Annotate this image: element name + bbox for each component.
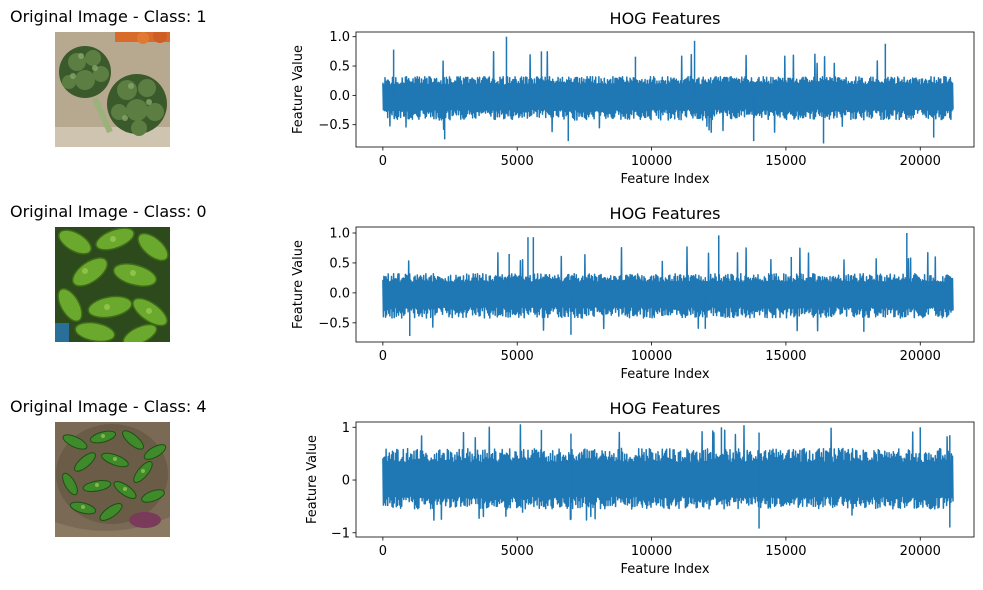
x-tick-label: 15000	[765, 154, 806, 169]
x-tick-label: 0	[379, 154, 387, 169]
plot-frame	[355, 421, 975, 538]
chart-title: HOG Features	[610, 399, 721, 418]
y-axis-label: Feature Value	[291, 45, 306, 134]
y-tick-label: 1	[342, 421, 350, 436]
x-tick-label: 5000	[501, 349, 534, 364]
chart-title: HOG Features	[610, 204, 721, 223]
y-tick-label: 0.5	[329, 256, 350, 271]
y-tick-label: 0.0	[329, 89, 350, 104]
x-axis-label: Feature Index	[620, 562, 709, 577]
x-axis-label: Feature Index	[620, 367, 709, 382]
x-tick-label: 20000	[900, 544, 941, 559]
chart-title: HOG Features	[610, 9, 721, 28]
hog-series-line	[382, 424, 954, 521]
x-tick-label: 10000	[631, 544, 672, 559]
y-tick-label: 0	[342, 474, 350, 489]
x-tick-label: 20000	[900, 154, 941, 169]
hog-chart-1: 0 5000 10000 15000 20000 −0.5 0.0 0.5 1.0 HOG Fea…	[291, 9, 975, 187]
y-tick-label: −0.5	[318, 316, 350, 331]
cucumber-image	[55, 422, 170, 537]
plot-frame	[355, 31, 975, 148]
y-axis-label: Feature Value	[291, 240, 306, 329]
x-tick-label: 5000	[501, 154, 534, 169]
y-tick-label: −0.5	[318, 118, 350, 133]
image-title-1: Original Image - Class: 1	[10, 7, 207, 26]
y-tick-label: 1.0	[329, 30, 350, 45]
y-tick-label: 1.0	[329, 226, 350, 241]
hog-chart-2: 0 5000 10000 15000 20000 −0.5 0.0 0.5 1.0 HOG Fea…	[291, 204, 975, 382]
hog-series-line	[382, 246, 954, 332]
y-tick-label: 0.0	[329, 286, 350, 301]
x-tick-label: 15000	[765, 349, 806, 364]
y-axis-label: Feature Value	[305, 435, 320, 524]
image-title-2: Original Image - Class: 0	[10, 202, 207, 221]
plot-frame	[355, 226, 975, 343]
hog-series-line	[382, 50, 954, 133]
x-axis-label: Feature Index	[620, 172, 709, 187]
image-title-3: Original Image - Class: 4	[10, 397, 207, 416]
y-tick-label: 0.5	[329, 60, 350, 75]
x-tick-label: 5000	[501, 544, 534, 559]
bitter-gourd-image	[55, 227, 170, 342]
x-tick-label: 15000	[765, 544, 806, 559]
broccoli-image	[55, 32, 170, 147]
hog-chart-3: 0 5000 10000 15000 20000 −1 0 1 HOG Features Feat…	[305, 399, 975, 577]
y-tick-label: −1	[331, 526, 350, 541]
x-tick-label: 0	[379, 544, 387, 559]
x-tick-label: 20000	[900, 349, 941, 364]
x-tick-label: 10000	[631, 154, 672, 169]
x-tick-label: 10000	[631, 349, 672, 364]
x-tick-label: 0	[379, 349, 387, 364]
